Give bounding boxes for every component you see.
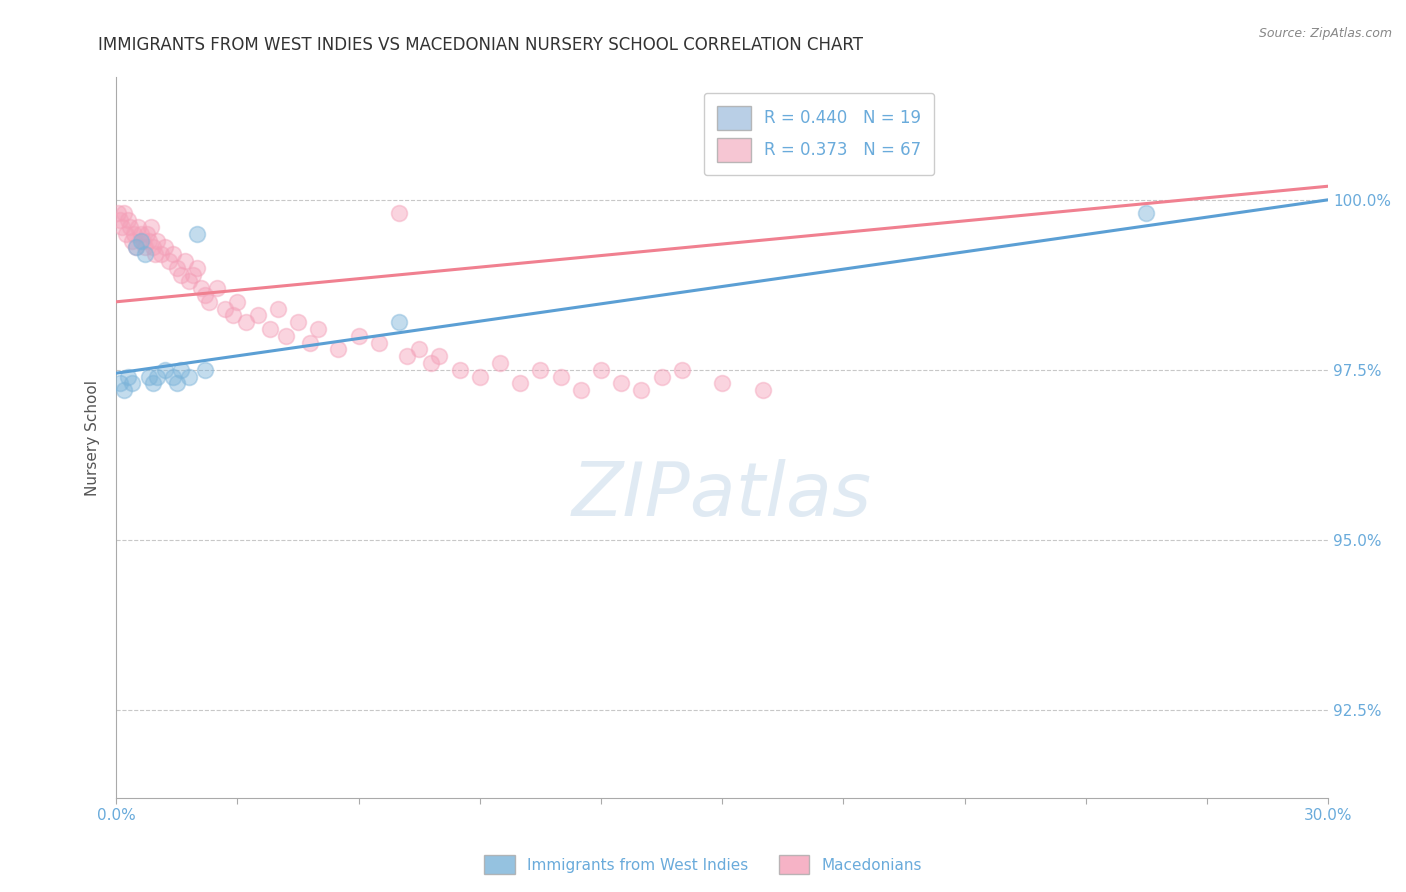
Point (110, 376, 132, 391)
Point (170, 363, 193, 377)
Point (120, 219, 142, 234)
Point (177, 274, 200, 288)
Point (246, 309, 269, 323)
Point (115, 227, 138, 241)
Point (143, 247, 166, 261)
Point (174, 254, 197, 268)
Point (207, 281, 229, 295)
Text: IMMIGRANTS FROM WEST INDIES VS MACEDONIAN NURSERY SCHOOL CORRELATION CHART: IMMIGRANTS FROM WEST INDIES VS MACEDONIA… (98, 36, 863, 54)
Point (166, 260, 188, 275)
Point (138, 234, 160, 248)
Point (328, 343, 350, 357)
Point (509, 376, 531, 391)
Point (468, 369, 491, 384)
Point (367, 335, 389, 350)
Point (125, 240, 148, 254)
Point (550, 369, 572, 384)
Point (214, 301, 236, 316)
Point (166, 376, 188, 391)
Point (198, 294, 221, 309)
Point (142, 240, 165, 254)
Point (145, 234, 167, 248)
Point (259, 322, 281, 336)
Point (135, 227, 157, 241)
Point (420, 356, 443, 370)
Point (186, 260, 208, 275)
Point (388, 206, 411, 220)
Y-axis label: Nursery School: Nursery School (86, 380, 100, 496)
Point (396, 349, 419, 363)
Point (177, 369, 200, 384)
Point (134, 240, 156, 254)
Point (149, 247, 172, 261)
Point (121, 376, 143, 391)
Point (589, 363, 612, 377)
Point (235, 315, 257, 329)
Point (651, 369, 673, 384)
Point (157, 254, 180, 268)
Point (408, 343, 430, 357)
Text: ZIPatlas: ZIPatlas (572, 459, 872, 532)
Point (347, 328, 370, 343)
Point (110, 213, 132, 227)
Point (134, 247, 156, 261)
Point (610, 376, 633, 391)
Point (153, 363, 176, 377)
Legend: R = 0.440   N = 19, R = 0.373   N = 67: R = 0.440 N = 19, R = 0.373 N = 67 (704, 93, 935, 175)
Point (127, 219, 149, 234)
Point (449, 363, 471, 377)
Point (112, 383, 135, 397)
Point (170, 268, 193, 282)
Point (121, 234, 143, 248)
Point (162, 247, 184, 261)
Point (129, 234, 152, 248)
Point (569, 383, 592, 397)
Point (287, 315, 309, 329)
Point (162, 369, 184, 384)
Point (267, 301, 290, 316)
Point (131, 234, 153, 248)
Point (153, 240, 176, 254)
Point (142, 376, 165, 391)
Point (181, 268, 204, 282)
Point (529, 363, 551, 377)
Point (125, 240, 148, 254)
Point (117, 213, 139, 227)
Point (429, 349, 451, 363)
Point (194, 288, 217, 302)
Point (145, 369, 167, 384)
Legend: Immigrants from West Indies, Macedonians: Immigrants from West Indies, Macedonians (478, 849, 928, 880)
Point (190, 281, 212, 295)
Text: Source: ZipAtlas.com: Source: ZipAtlas.com (1258, 27, 1392, 40)
Point (489, 356, 512, 370)
Point (139, 219, 162, 234)
Point (388, 315, 411, 329)
Point (124, 227, 146, 241)
Point (1135, 206, 1157, 220)
Point (711, 376, 734, 391)
Point (138, 369, 160, 384)
Point (129, 227, 152, 241)
Point (751, 383, 773, 397)
Point (299, 335, 322, 350)
Point (112, 206, 135, 220)
Point (117, 369, 139, 384)
Point (274, 328, 297, 343)
Point (307, 322, 329, 336)
Point (630, 383, 652, 397)
Point (186, 227, 208, 241)
Point (671, 363, 693, 377)
Point (222, 309, 245, 323)
Point (194, 363, 217, 377)
Point (107, 206, 129, 220)
Point (226, 294, 249, 309)
Point (111, 219, 134, 234)
